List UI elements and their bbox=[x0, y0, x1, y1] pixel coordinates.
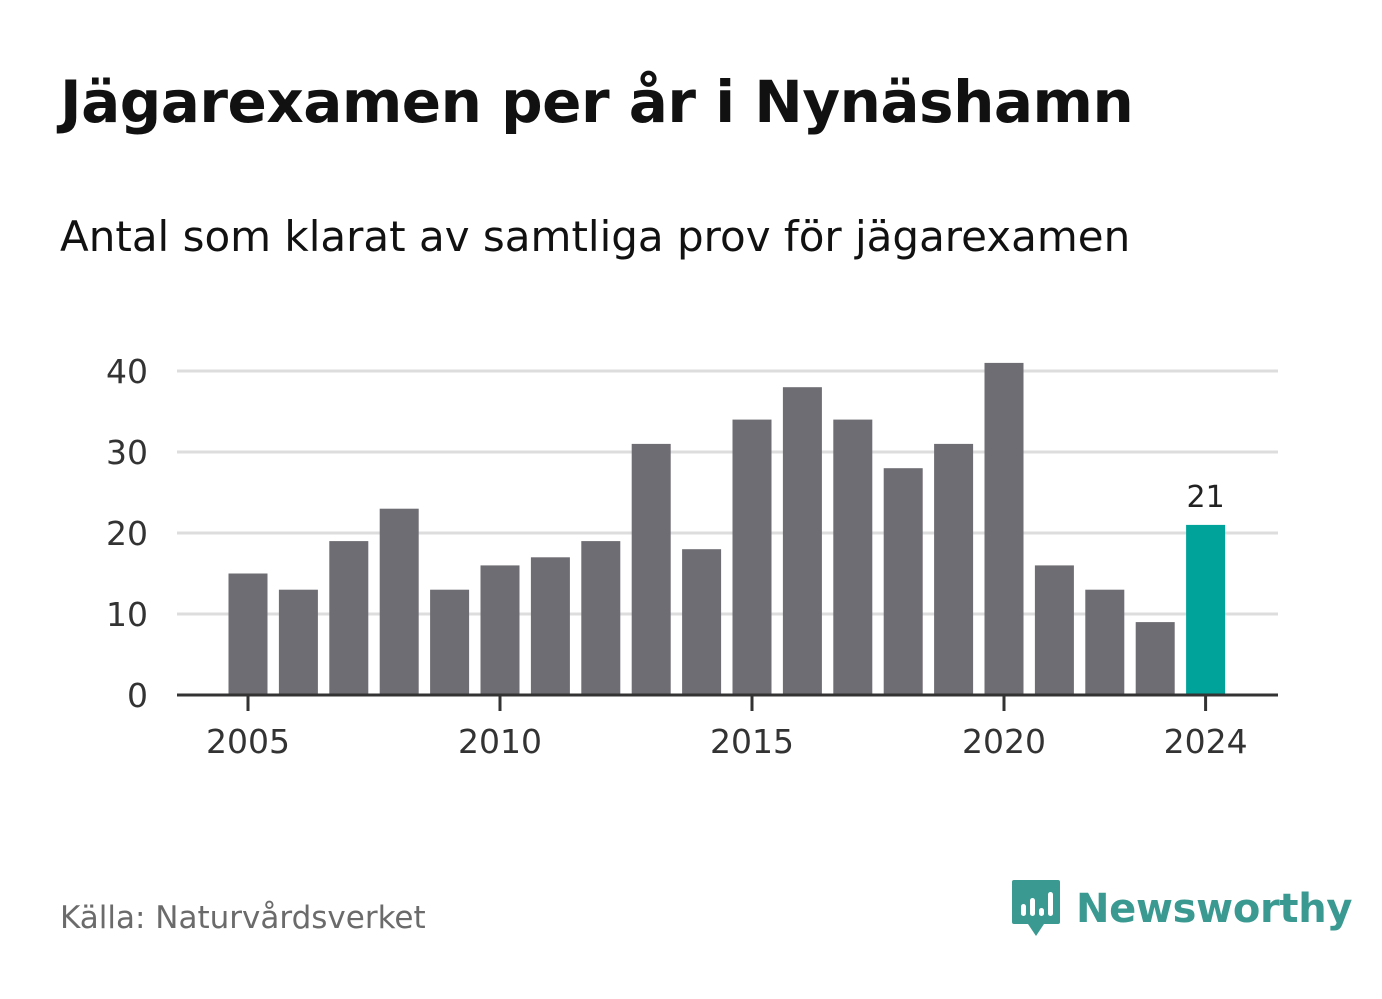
x-axis-ticks: 2005 2010 2015 2020 2024 bbox=[206, 695, 1248, 761]
bar-2007 bbox=[329, 541, 369, 695]
bar-2005 bbox=[228, 573, 268, 695]
y-tick-label: 10 bbox=[106, 595, 148, 634]
y-tick-label: 20 bbox=[106, 514, 148, 553]
bar-2020 bbox=[984, 362, 1024, 695]
bar-2024 bbox=[1186, 524, 1226, 695]
bar-2019 bbox=[934, 443, 974, 695]
chart-subtitle: Antal som klarat av samtliga prov för jä… bbox=[60, 212, 1131, 261]
y-tick-label: 30 bbox=[106, 433, 148, 472]
bar-2011 bbox=[530, 557, 570, 695]
brand-logo: Newsworthy bbox=[1010, 878, 1353, 940]
bar-chart-speech-bubble-icon bbox=[1012, 880, 1060, 936]
y-axis-ticks: 0 10 20 30 40 bbox=[106, 352, 148, 715]
bar-2016 bbox=[782, 387, 822, 695]
data-labels: 21 bbox=[1187, 480, 1225, 515]
chart-title: Jägarexamen per år i Nynäshamn bbox=[60, 68, 1134, 136]
data-label: 21 bbox=[1187, 480, 1225, 515]
x-tick-label: 2005 bbox=[206, 722, 290, 761]
bars bbox=[228, 362, 1226, 695]
source-note: Källa: Naturvårdsverket bbox=[60, 900, 426, 936]
x-tick-label: 2020 bbox=[962, 722, 1046, 761]
bar-2009 bbox=[430, 589, 470, 695]
bar-2018 bbox=[883, 468, 923, 695]
bar-2021 bbox=[1034, 565, 1074, 695]
bar-2023 bbox=[1135, 622, 1175, 695]
bar-2017 bbox=[833, 419, 873, 695]
bar-2010 bbox=[480, 565, 520, 695]
bar-2012 bbox=[581, 541, 621, 695]
bar-2014 bbox=[682, 549, 722, 695]
x-tick-label: 2024 bbox=[1164, 722, 1248, 761]
y-tick-label: 0 bbox=[127, 676, 148, 715]
x-tick-label: 2010 bbox=[458, 722, 542, 761]
bar-2008 bbox=[379, 508, 419, 695]
bar-2015 bbox=[732, 419, 772, 695]
bar-2013 bbox=[631, 443, 671, 695]
bar-2022 bbox=[1085, 589, 1125, 695]
y-tick-label: 40 bbox=[106, 352, 148, 391]
bar-2006 bbox=[278, 589, 318, 695]
x-tick-label: 2015 bbox=[710, 722, 794, 761]
brand-name: Newsworthy bbox=[1076, 886, 1353, 932]
bar-chart: 0 10 20 30 40 2005 2010 2015 2020 2024 21 bbox=[106, 352, 1278, 761]
